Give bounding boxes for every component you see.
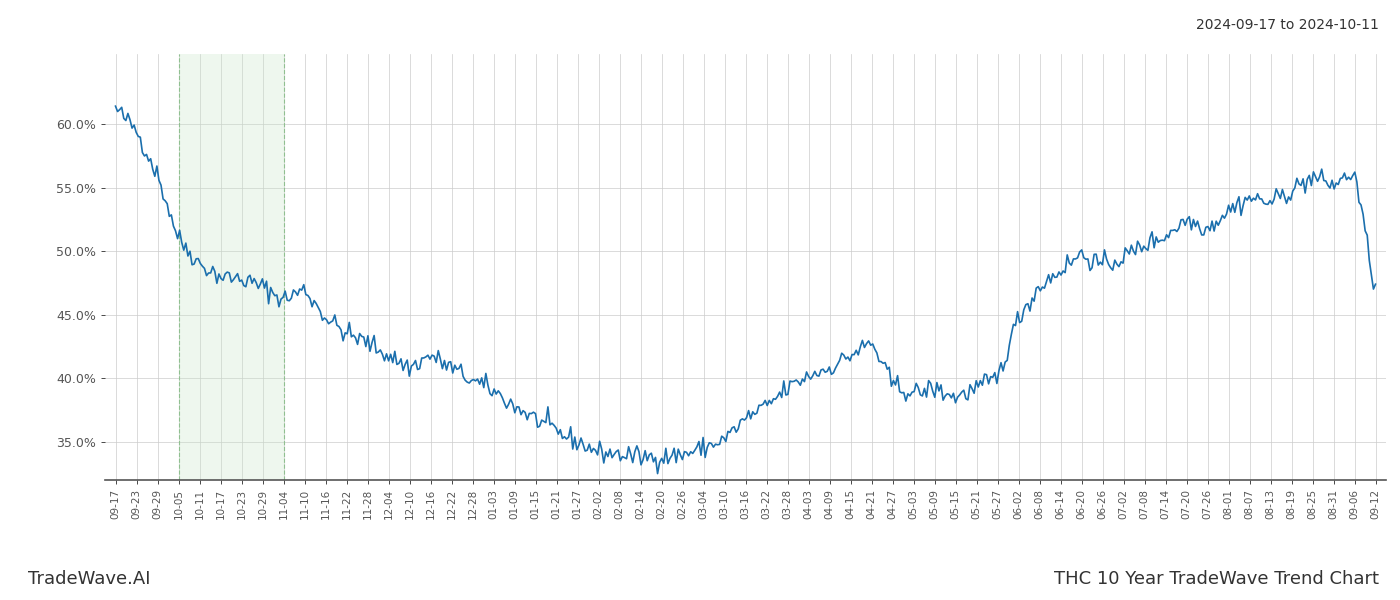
- Bar: [179, 54, 283, 480]
- Text: 2024-09-17 to 2024-10-11: 2024-09-17 to 2024-10-11: [1196, 18, 1379, 32]
- Text: THC 10 Year TradeWave Trend Chart: THC 10 Year TradeWave Trend Chart: [1054, 570, 1379, 588]
- Text: TradeWave.AI: TradeWave.AI: [28, 570, 151, 588]
